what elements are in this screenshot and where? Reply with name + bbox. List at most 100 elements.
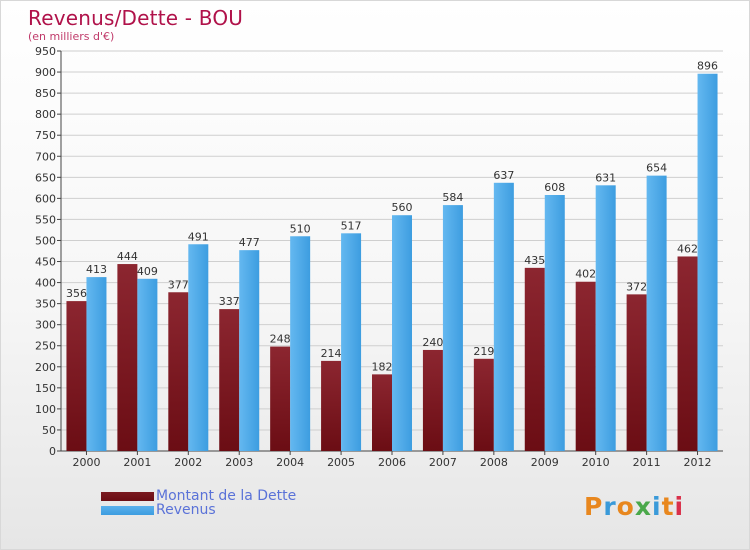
data-label: 240 xyxy=(422,336,443,349)
x-tick-label: 2001 xyxy=(123,456,151,469)
x-tick-label: 2012 xyxy=(684,456,712,469)
data-label: 608 xyxy=(544,181,565,194)
bar-dette xyxy=(372,374,392,451)
bar-dette xyxy=(219,309,240,451)
data-label: 491 xyxy=(188,230,209,243)
bar-revenus xyxy=(392,215,412,451)
bar-dette xyxy=(422,349,443,451)
x-tick-label: 2004 xyxy=(276,456,304,469)
y-tick-label: 550 xyxy=(35,213,56,226)
legend-label-revenus: Revenus xyxy=(156,502,216,518)
legend-swatch-dette xyxy=(101,492,154,501)
data-label: 631 xyxy=(595,171,616,184)
data-label: 517 xyxy=(341,219,362,232)
data-label: 372 xyxy=(626,280,647,293)
logo-letter: x xyxy=(634,492,652,521)
y-tick-label: 350 xyxy=(35,298,56,311)
bar-revenus xyxy=(290,236,311,451)
logo-letter: t xyxy=(661,492,675,521)
data-label: 510 xyxy=(290,222,311,235)
chart-title: Revenus/Dette - BOU xyxy=(28,6,244,30)
data-label: 896 xyxy=(697,60,718,73)
bar-dette xyxy=(473,358,494,451)
bar-revenus xyxy=(239,250,260,451)
chart-subtitle: (en milliers d'€) xyxy=(28,30,115,43)
x-tick-label: 2007 xyxy=(429,456,457,469)
bar-revenus xyxy=(697,73,718,451)
bar-revenus xyxy=(137,278,158,451)
y-tick-label: 650 xyxy=(35,171,56,184)
data-label: 654 xyxy=(646,162,667,175)
y-tick-label: 0 xyxy=(49,445,56,458)
y-tick-label: 100 xyxy=(35,403,56,416)
bar-dette xyxy=(626,294,647,451)
data-label: 182 xyxy=(372,360,393,373)
y-tick-label: 50 xyxy=(42,424,56,437)
y-tick-label: 950 xyxy=(35,45,56,58)
x-tick-label: 2002 xyxy=(174,456,202,469)
x-tick-label: 2006 xyxy=(378,456,406,469)
data-label: 462 xyxy=(677,242,698,255)
data-label: 356 xyxy=(66,287,87,300)
logo-letter: i xyxy=(652,492,662,521)
x-tick-label: 2005 xyxy=(327,456,355,469)
bar-revenus xyxy=(544,195,565,451)
data-label: 584 xyxy=(442,191,463,204)
y-tick-label: 400 xyxy=(35,277,56,290)
y-tick-label: 300 xyxy=(35,319,56,332)
bar-dette xyxy=(677,256,698,451)
x-tick-label: 2000 xyxy=(72,456,100,469)
bar-dette xyxy=(524,267,545,451)
logo-letter: i xyxy=(674,492,685,521)
legend-label-dette: Montant de la Dette xyxy=(156,488,297,504)
data-label: 377 xyxy=(168,278,189,291)
y-tick-label: 850 xyxy=(35,87,56,100)
bar-revenus xyxy=(188,244,209,451)
bar-revenus xyxy=(442,205,463,451)
data-label: 477 xyxy=(239,236,260,249)
y-tick-label: 750 xyxy=(35,129,56,142)
data-label: 248 xyxy=(270,333,291,346)
data-label: 560 xyxy=(392,201,413,214)
y-tick-label: 600 xyxy=(35,192,56,205)
x-tick-label: 2011 xyxy=(633,456,661,469)
proxiti-logo: Proxiti xyxy=(584,492,684,521)
x-tick-label: 2009 xyxy=(531,456,559,469)
y-tick-label: 250 xyxy=(35,340,56,353)
data-label: 409 xyxy=(137,265,158,278)
y-tick-label: 500 xyxy=(35,234,56,247)
data-label: 402 xyxy=(575,268,596,281)
logo-letter: r xyxy=(603,492,617,521)
bar-dette xyxy=(117,264,138,451)
x-tick-label: 2010 xyxy=(582,456,610,469)
bar-revenus xyxy=(341,233,362,451)
x-tick-label: 2008 xyxy=(480,456,508,469)
legend-swatch-revenus xyxy=(101,506,154,515)
data-label: 444 xyxy=(117,250,138,263)
bar-dette xyxy=(575,281,596,451)
bar-revenus xyxy=(595,185,616,451)
y-tick-label: 450 xyxy=(35,256,56,269)
data-label: 637 xyxy=(493,169,514,182)
y-tick-label: 900 xyxy=(35,66,56,79)
y-tick-label: 700 xyxy=(35,150,56,163)
bar-dette xyxy=(168,292,189,451)
logo-letter: P xyxy=(584,492,604,521)
bar-revenus xyxy=(493,182,514,451)
bar-dette xyxy=(270,346,291,451)
bar-revenus xyxy=(646,175,667,451)
bar-revenus xyxy=(86,277,107,451)
y-tick-label: 800 xyxy=(35,108,56,121)
data-label: 413 xyxy=(86,263,107,276)
logo-letter: o xyxy=(616,492,635,521)
bar-dette xyxy=(66,301,87,451)
x-tick-label: 2003 xyxy=(225,456,253,469)
data-label: 219 xyxy=(473,345,494,358)
y-tick-label: 150 xyxy=(35,382,56,395)
bar-dette xyxy=(321,360,342,451)
data-label: 214 xyxy=(321,347,342,360)
data-label: 435 xyxy=(524,254,545,267)
y-tick-label: 200 xyxy=(35,361,56,374)
